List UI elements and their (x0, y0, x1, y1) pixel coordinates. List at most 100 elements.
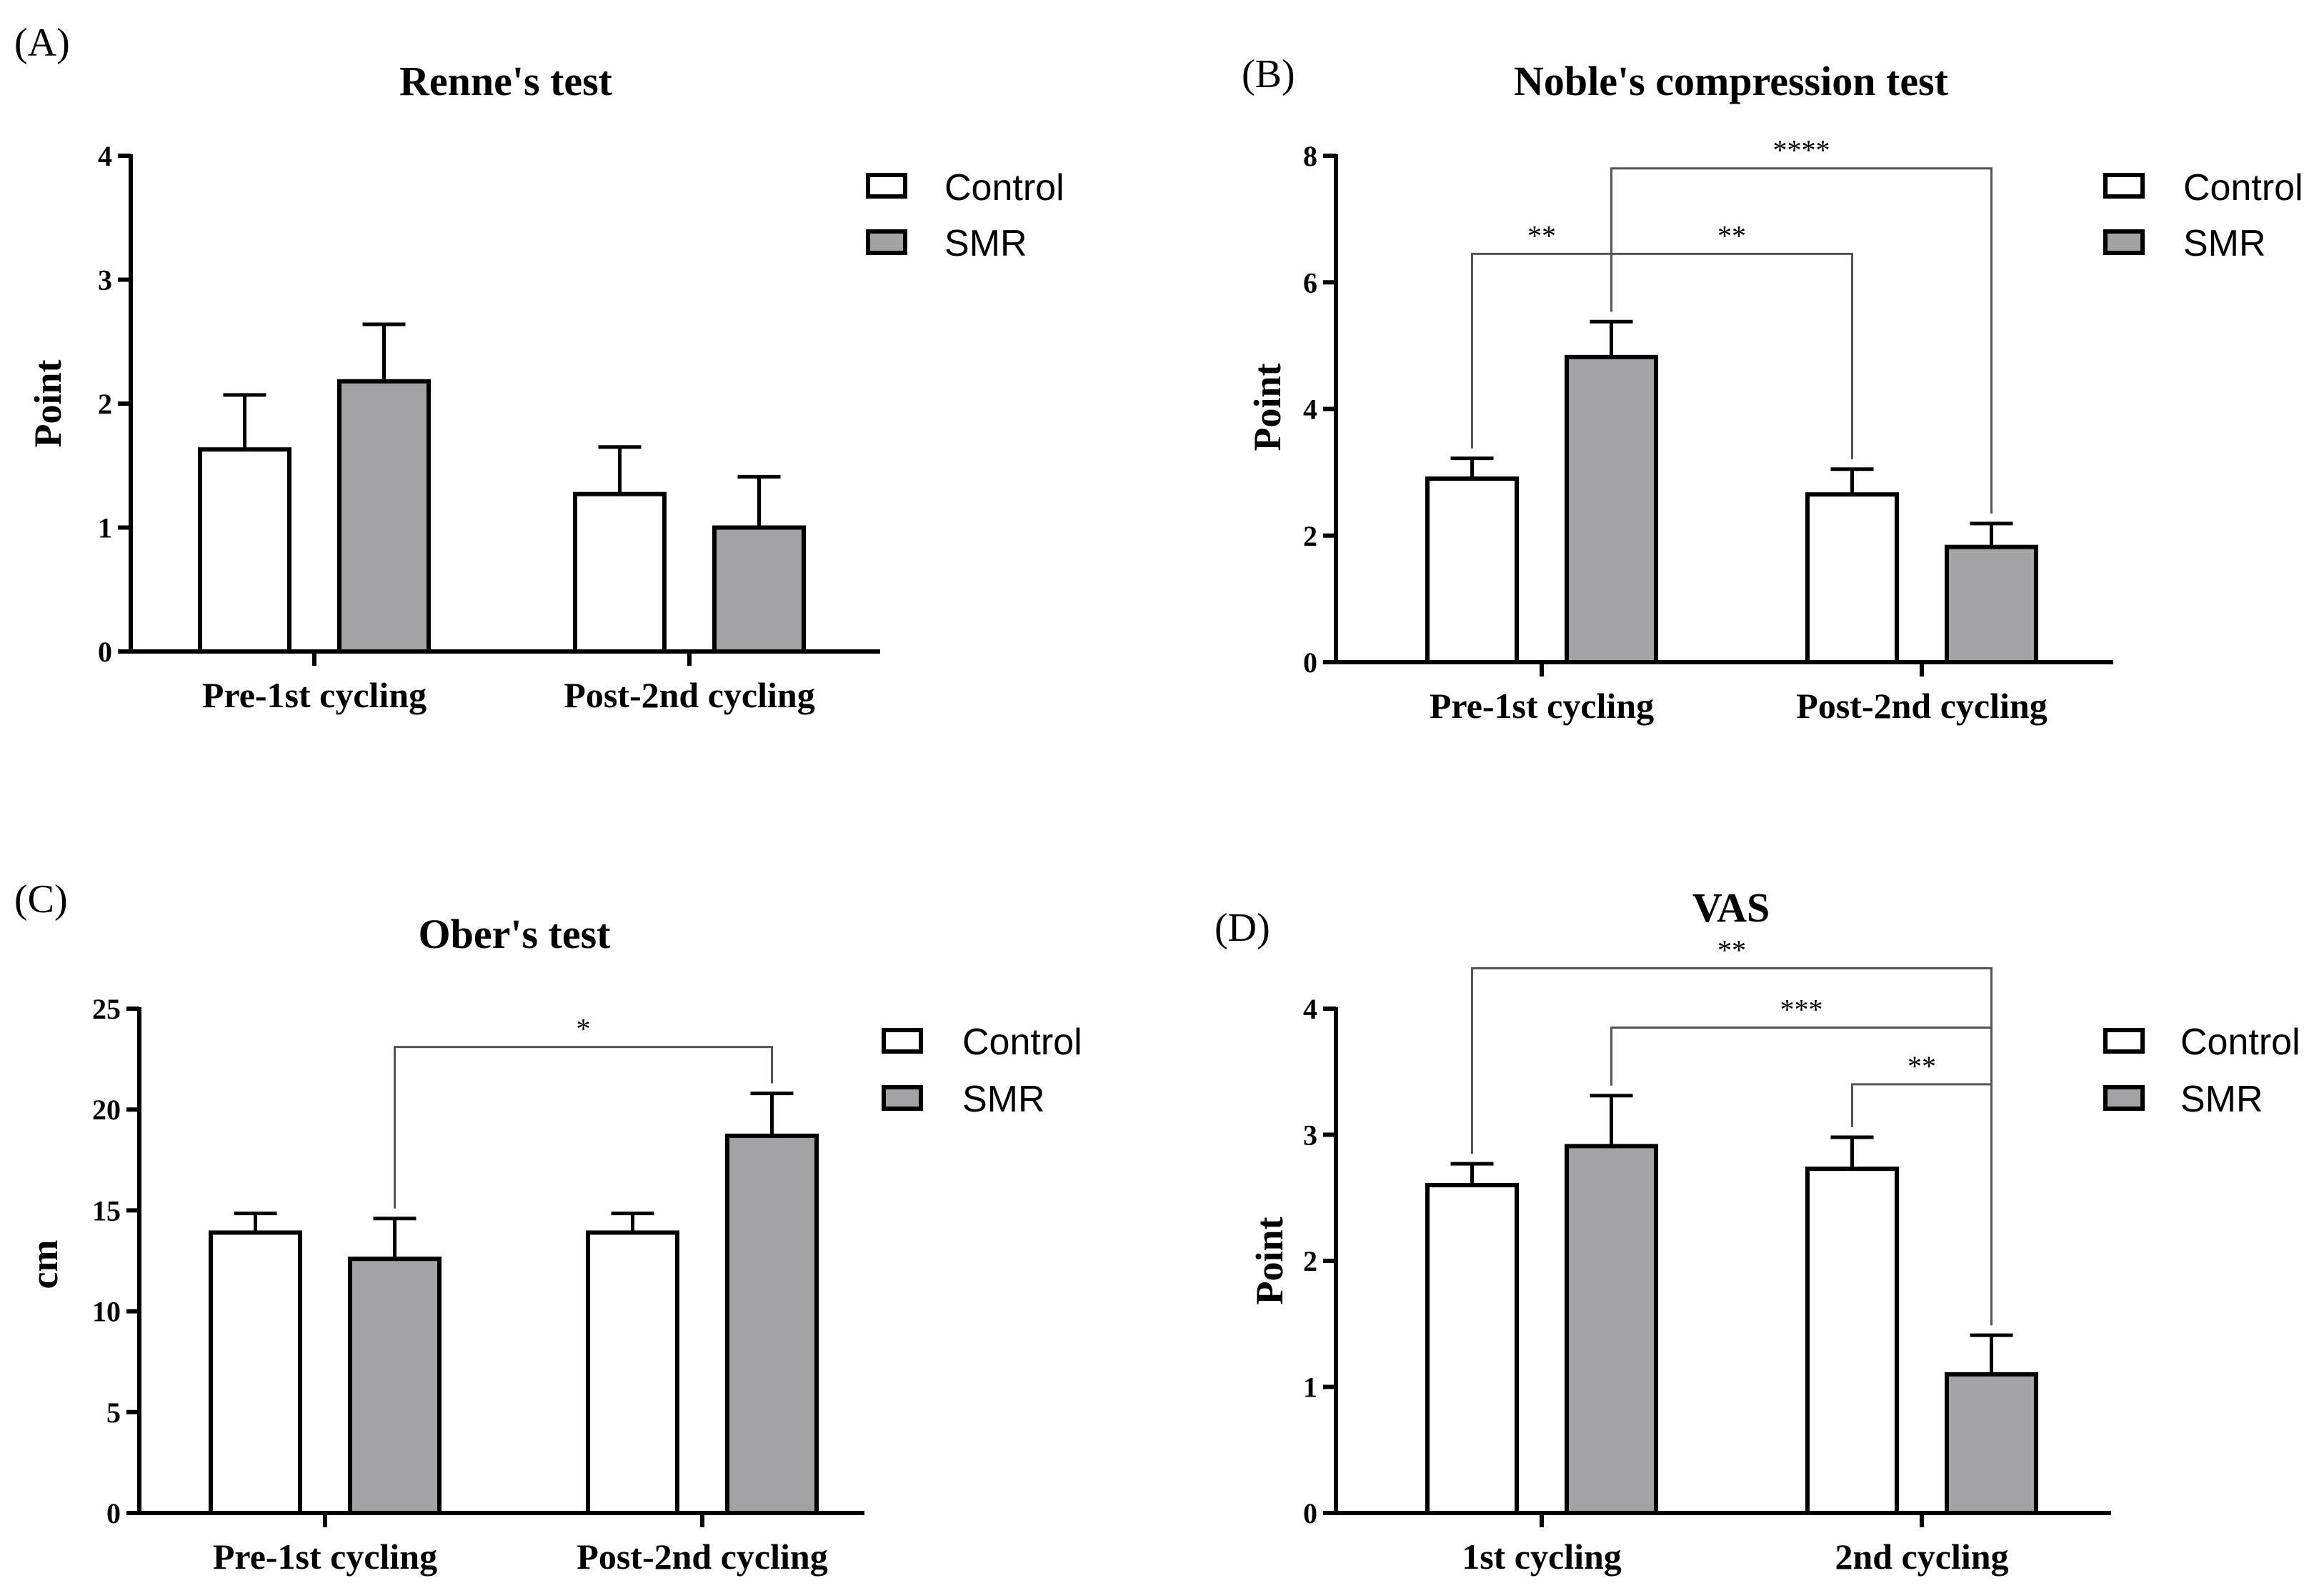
panel-d-bars (1425, 1144, 2038, 1516)
legend-swatch-control (2103, 1028, 2145, 1054)
legend-swatch-control (866, 173, 907, 199)
legend-swatch-control (882, 1028, 923, 1054)
legend-label-control: Control (962, 1022, 1082, 1063)
legend-swatch-smr (882, 1085, 923, 1111)
panel-b-legend: Control SMR (2103, 167, 2303, 264)
panel-b-bars (1425, 354, 2038, 665)
panel-d-ylabel: Point (1248, 1217, 1291, 1304)
legend-swatch-smr (2103, 1085, 2145, 1111)
panel-d: (D) VAS Point 0 1 2 3 4 1st cycling 2nd cyclin… (1215, 884, 2300, 1577)
panel-c-axes: 0 5 10 15 20 25 Pre-1st cycling Post-2nd cyclin… (92, 993, 864, 1577)
significance-label: ** (1717, 934, 1746, 967)
y-tick-label: 5 (106, 1397, 121, 1429)
significance-label: ** (1717, 219, 1746, 251)
panel-d-label: (D) (1215, 906, 1270, 950)
panel-a-axes: 0 1 2 3 4 Pre-1st cycling Post-2nd cycling (98, 140, 880, 715)
panel-d-title: VAS (1692, 884, 1770, 931)
bar-smr (348, 1257, 442, 1516)
bar-control (573, 491, 667, 654)
bar-control (1805, 1167, 1899, 1516)
significance-bracket (1471, 967, 1993, 1326)
y-tick-label: 1 (98, 512, 112, 544)
y-tick-label: 4 (98, 140, 112, 172)
significance-bracket (1610, 167, 1993, 514)
bar-control (1805, 492, 1899, 664)
panel-b-label: (B) (1242, 52, 1295, 96)
panel-c-title: Ober's test (419, 911, 612, 957)
y-tick-label: 0 (1303, 1497, 1317, 1529)
panel-c-ylabel: cm (23, 1240, 66, 1289)
x-category-label: Post-2nd cycling (564, 675, 814, 715)
x-category-label: Pre-1st cycling (202, 675, 427, 715)
panel-c-significance: * (394, 1013, 773, 1209)
bar-smr (1565, 354, 1658, 664)
significance-bracket (1851, 1083, 1993, 1326)
significance-bracket (394, 1046, 773, 1209)
y-tick-label: 0 (106, 1497, 121, 1529)
panel-d-error-bars (1450, 1094, 2013, 1374)
bar-control (198, 447, 291, 654)
bar-control (209, 1230, 302, 1515)
panel-a-ylabel: Point (26, 359, 69, 447)
y-tick-label: 4 (1303, 993, 1317, 1025)
legend-label-smr: SMR (2183, 223, 2266, 264)
panel-a-bars (198, 379, 806, 654)
significance-label: *** (1780, 993, 1823, 1025)
panel-b-error-bars (1450, 319, 2013, 547)
y-tick-label: 25 (92, 993, 121, 1025)
y-tick-label: 8 (1303, 140, 1317, 172)
bar-control (1425, 476, 1519, 664)
panel-b-ylabel: Point (1246, 363, 1289, 451)
panel-a-legend: Control SMR (866, 167, 1064, 264)
y-tick-label: 15 (92, 1194, 121, 1227)
y-tick-label: 2 (1303, 1245, 1317, 1277)
bar-smr (1945, 544, 2038, 665)
bar-control (1425, 1183, 1519, 1515)
bar-smr (1945, 1372, 2038, 1515)
panel-c-legend: Control SMR (882, 1022, 1082, 1120)
legend-swatch-control (2103, 173, 2145, 199)
legend-swatch-smr (866, 229, 907, 255)
panel-d-legend: Control SMR (2103, 1022, 2300, 1120)
panel-c-bars (209, 1133, 819, 1516)
y-tick-label: 3 (98, 264, 112, 296)
panel-a: (A) Renne's test Point 0 1 2 3 4 Pre-1st cycl… (14, 21, 1064, 715)
panel-c-error-bars (234, 1092, 794, 1259)
panel-b: (B) Noble's compression test Point 0 2 4 6 8… (1242, 52, 2303, 726)
panel-b-significance: ** ****** (1471, 134, 1993, 514)
panel-a-error-bars (223, 322, 781, 528)
legend-label-control: Control (944, 167, 1064, 209)
panel-a-title: Renne's test (399, 58, 613, 104)
panel-c: (C) Ober's test cm 0 5 10 15 20 25 Pre-1st cyc… (14, 877, 1082, 1577)
y-tick-label: 6 (1303, 266, 1317, 299)
x-category-label: Post-2nd cycling (577, 1537, 827, 1577)
legend-swatch-smr (2103, 229, 2145, 255)
significance-label: * (577, 1013, 591, 1045)
panel-c-label: (C) (14, 877, 68, 922)
x-category-label: Pre-1st cycling (1430, 686, 1654, 726)
bar-control (586, 1230, 679, 1515)
panel-b-title: Noble's compression test (1514, 58, 1949, 104)
x-category-label: 2nd cycling (1835, 1537, 2008, 1577)
bar-smr (712, 525, 806, 654)
x-category-label: Pre-1st cycling (213, 1537, 437, 1577)
legend-label-smr: SMR (944, 223, 1027, 264)
significance-label: ** (1527, 219, 1556, 251)
x-category-label: Post-2nd cycling (1796, 686, 2047, 726)
panel-a-label: (A) (14, 21, 70, 65)
y-tick-label: 0 (98, 636, 112, 668)
y-tick-label: 10 (92, 1296, 121, 1328)
legend-label-smr: SMR (962, 1079, 1045, 1120)
y-tick-label: 0 (1303, 646, 1317, 679)
legend-label-control: Control (2180, 1022, 2300, 1063)
bar-smr (725, 1133, 819, 1515)
bar-smr (337, 379, 431, 654)
significance-label: ** (1907, 1050, 1936, 1082)
y-tick-label: 3 (1303, 1119, 1317, 1152)
bar-smr (1565, 1144, 1658, 1515)
y-tick-label: 2 (98, 388, 112, 420)
y-tick-label: 20 (92, 1094, 121, 1126)
significance-label: **** (1773, 134, 1830, 166)
legend-label-smr: SMR (2180, 1079, 2263, 1120)
